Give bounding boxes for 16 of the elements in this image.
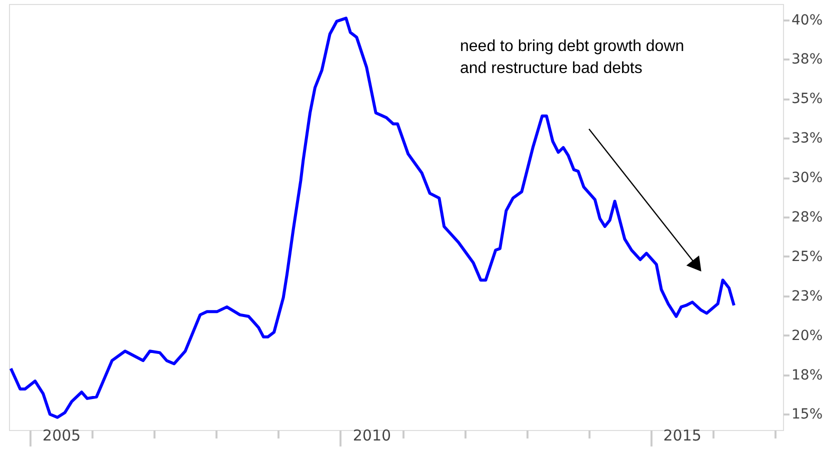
y-tick-label: 18% [792,367,823,384]
y-tick-label: 20% [792,328,823,344]
x-tick-label: 2010 [352,426,392,444]
y-tick-label: 15% [792,406,823,423]
line-series [9,16,736,419]
y-tick-label: 28% [792,210,823,226]
x-tick-label: 2005 [42,426,81,444]
y-tick-label: 38% [792,52,823,68]
y-tick-label: 35% [792,91,823,108]
y-tick-label: 30% [792,170,823,186]
y-tick-label: 33% [792,130,823,147]
y-tick-label: 40% [792,12,823,28]
y-tick-label: 23% [792,288,823,304]
y-tick-label: 25% [792,248,823,265]
annotation: need to bring debt growth down and restructure bad debts [460,38,684,77]
x-tick-label: 2015 [663,426,702,444]
